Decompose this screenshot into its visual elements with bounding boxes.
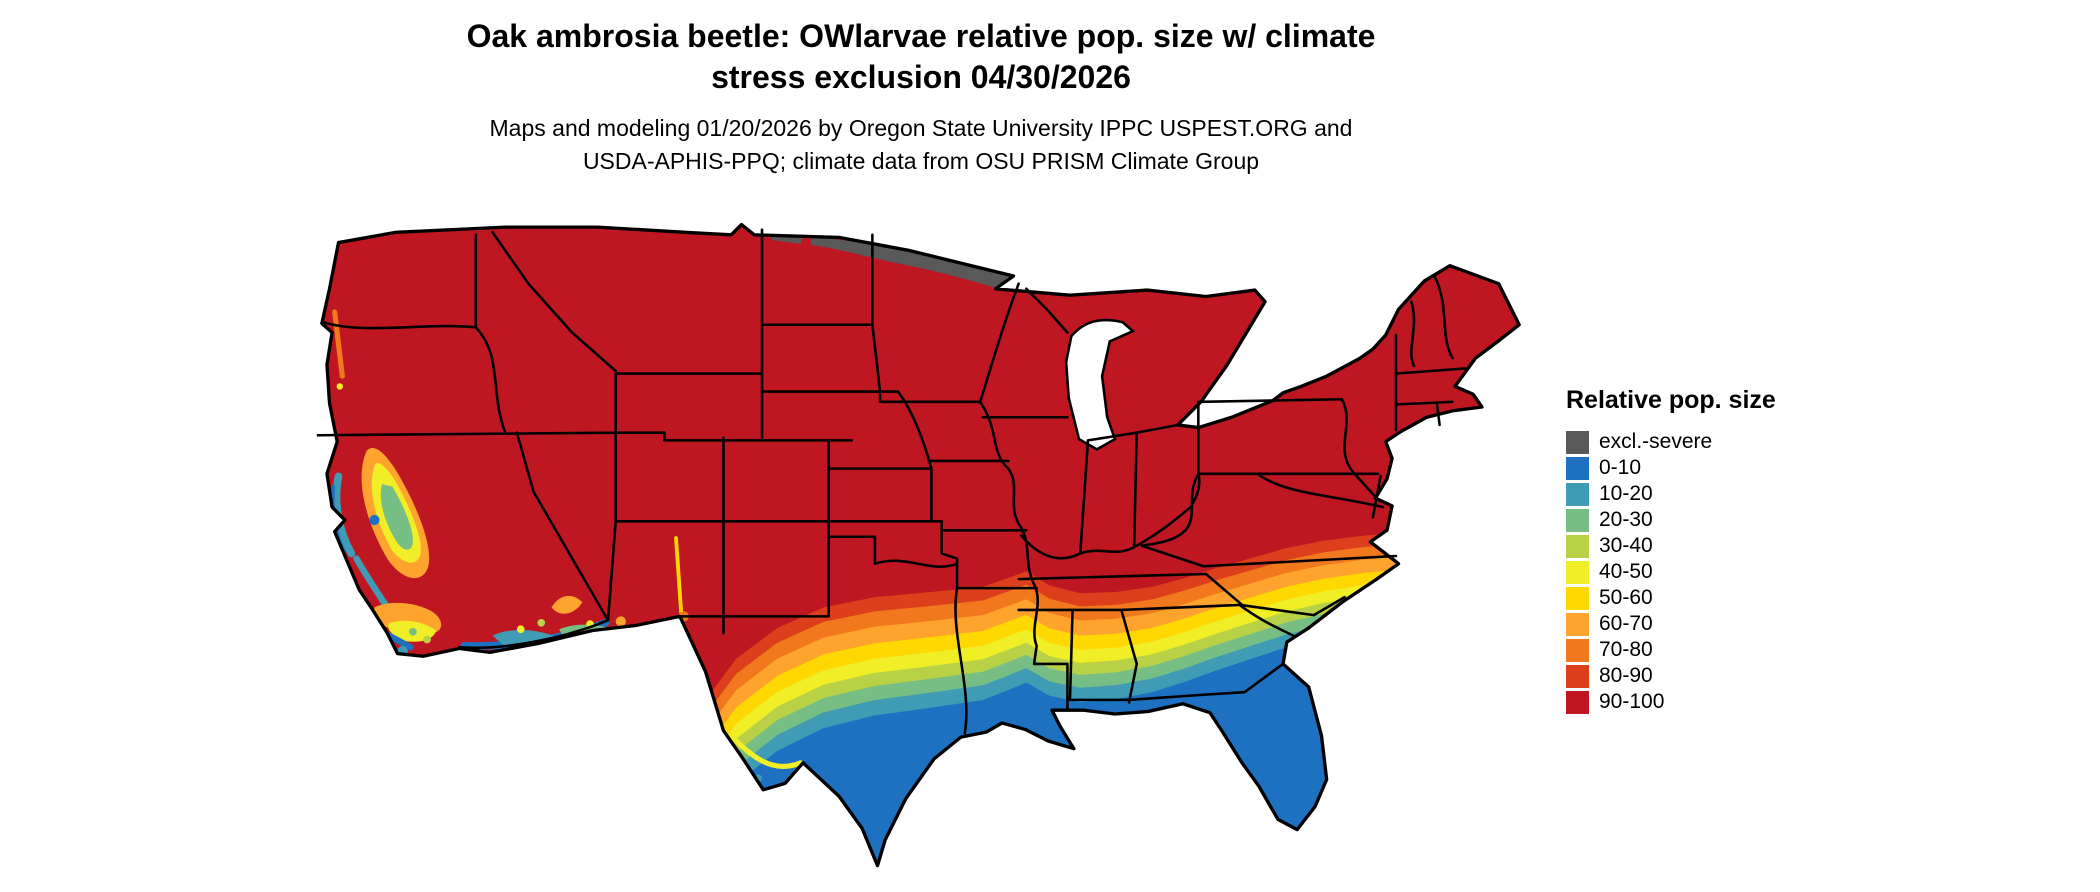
legend-swatch	[1566, 456, 1589, 480]
legend-item: 30-40	[1566, 533, 1866, 559]
feature-0-10	[1286, 836, 1319, 846]
legend-label: excl.-severe	[1599, 430, 1713, 453]
us-map-svg	[316, 222, 1521, 868]
us-map	[300, 222, 1532, 890]
legend-label: 90-100	[1599, 690, 1665, 713]
legend-item: 60-70	[1566, 611, 1866, 637]
legend-label: 10-20	[1599, 482, 1653, 505]
map-subtitle: Maps and modeling 01/20/2026 by Oregon S…	[0, 112, 1842, 178]
feature-70-80	[332, 309, 345, 379]
feature-40-50	[728, 733, 804, 769]
feature-20-30	[380, 484, 413, 550]
legend-swatch	[1566, 638, 1589, 662]
feature-30-40	[537, 618, 546, 627]
feature-20-30	[656, 626, 665, 635]
legend-item: 50-60	[1566, 585, 1866, 611]
legend-item: 0-10	[1566, 455, 1866, 481]
legend-swatch	[1566, 534, 1589, 558]
feature-10-20	[353, 555, 391, 611]
legend-item: 40-50	[1566, 559, 1866, 585]
title-line-1: Oak ambrosia beetle: OWlarvae relative p…	[466, 18, 1376, 54]
map-title: Oak ambrosia beetle: OWlarvae relative p…	[0, 16, 1842, 98]
feature-60-70	[615, 616, 626, 627]
legend-label: 70-80	[1599, 638, 1653, 661]
legend-title: Relative pop. size	[1566, 386, 1776, 414]
feature-30-40	[423, 635, 431, 644]
feature-excl.-severe	[810, 237, 1015, 291]
feature-60-70	[551, 595, 583, 614]
feature-40-50	[516, 625, 525, 634]
legend-label: 60-70	[1599, 612, 1653, 635]
feature-40-50	[336, 383, 343, 390]
legend-swatch	[1566, 664, 1589, 688]
legend-label: 80-90	[1599, 664, 1653, 687]
legend-swatch	[1566, 508, 1589, 532]
legend-swatch	[1566, 612, 1589, 636]
legend-label: 50-60	[1599, 586, 1653, 609]
legend-label: 30-40	[1599, 534, 1653, 557]
feature-0-10	[369, 514, 380, 526]
legend-item: excl.-severe	[1566, 429, 1866, 455]
subtitle-line-2: USDA-APHIS-PPQ; climate data from OSU PR…	[582, 148, 1260, 174]
legend-swatch	[1566, 586, 1589, 610]
legend-item: 90-100	[1566, 689, 1866, 715]
subtitle-line-1: Maps and modeling 01/20/2026 by Oregon S…	[489, 115, 1353, 141]
legend-item: 80-90	[1566, 663, 1866, 689]
state-borders	[316, 228, 1467, 735]
legend: Relative pop. size excl.-severe 0-10 10-…	[1566, 386, 1866, 715]
title-block: Oak ambrosia beetle: OWlarvae relative p…	[0, 16, 1842, 178]
title-line-2: stress exclusion 04/30/2026	[711, 59, 1131, 95]
us-outline	[320, 222, 1521, 868]
feature-50-60	[674, 536, 684, 615]
feature-20-30	[409, 627, 417, 636]
map-fill-layer	[321, 224, 1520, 866]
legend-item: 20-30	[1566, 507, 1866, 533]
lake-michigan	[1064, 318, 1136, 451]
legend-label: 0-10	[1599, 456, 1642, 479]
legend-label: 20-30	[1599, 508, 1653, 531]
legend-item: 10-20	[1566, 481, 1866, 507]
legend-label: 40-50	[1599, 560, 1653, 583]
legend-swatch	[1566, 690, 1589, 714]
legend-swatch	[1566, 482, 1589, 506]
legend-swatch	[1566, 430, 1589, 454]
legend-item: 70-80	[1566, 637, 1866, 663]
legend-swatch	[1566, 560, 1589, 584]
